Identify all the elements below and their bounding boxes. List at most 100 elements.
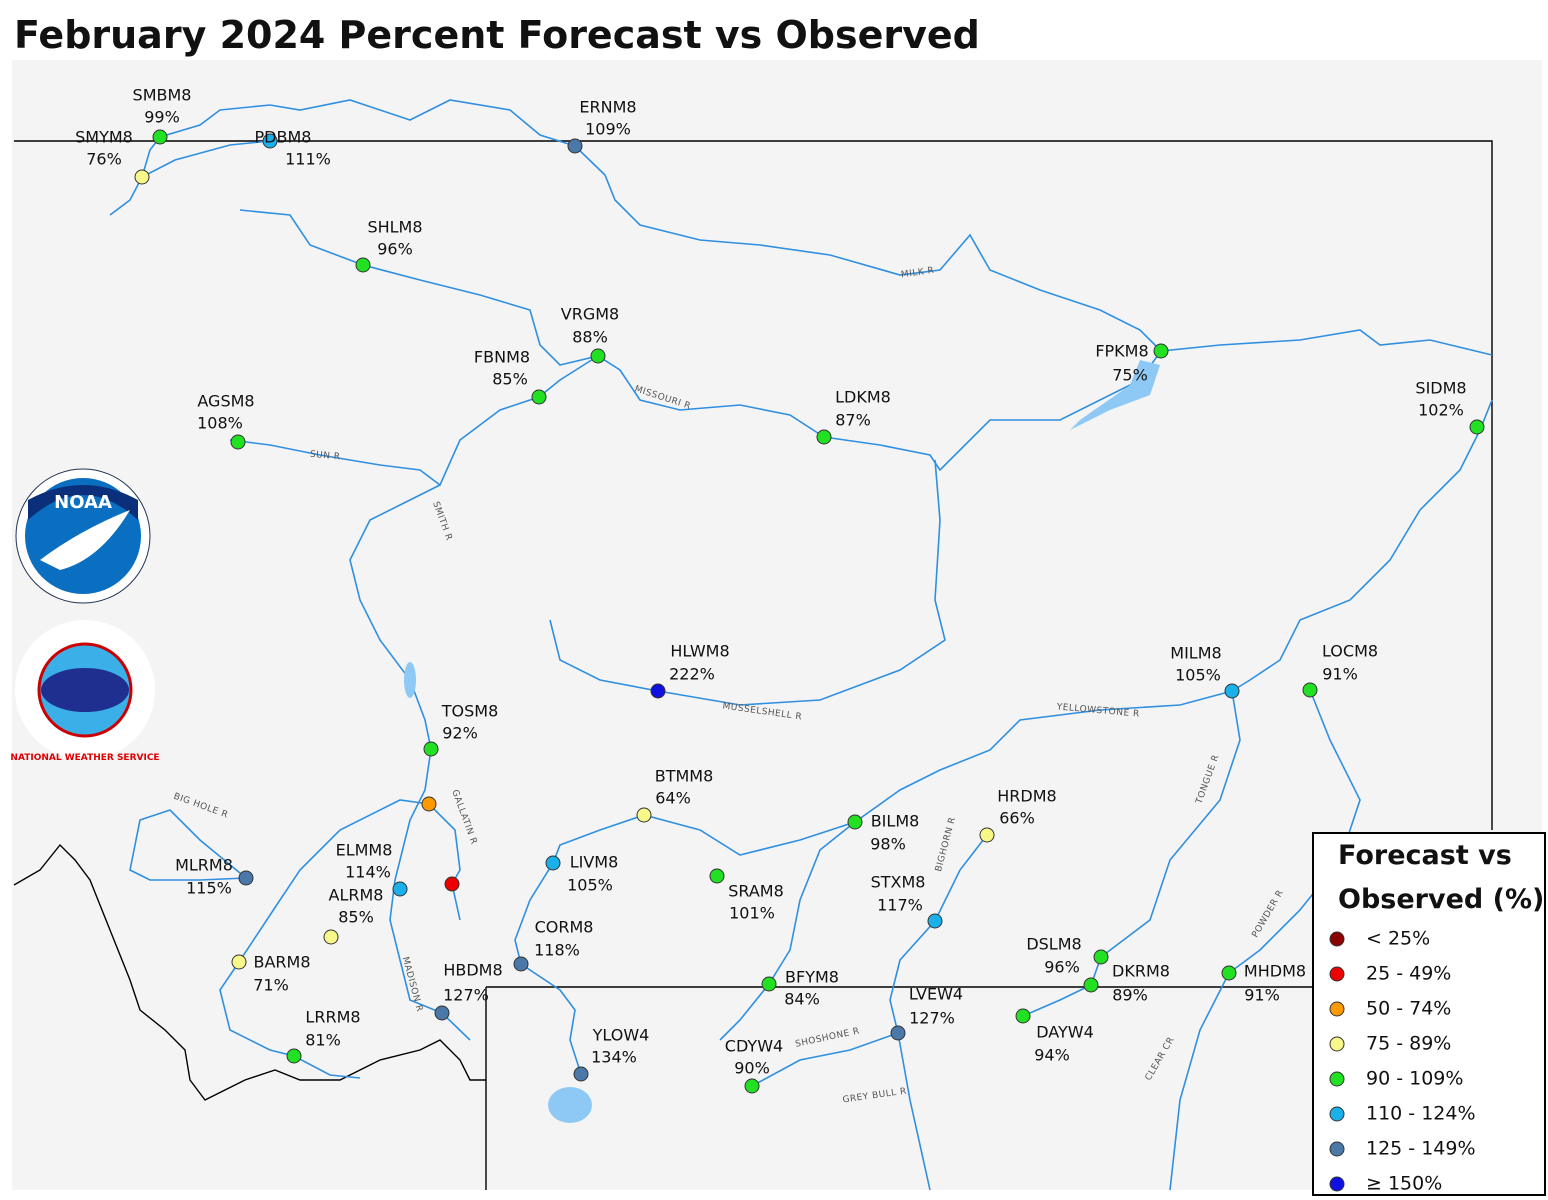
- station-pct: 98%: [870, 835, 906, 854]
- station: LVEW4 127%: [890, 985, 963, 1041]
- station-pct: 71%: [253, 976, 289, 995]
- station-dot: [744, 1078, 760, 1094]
- station-id: HRDM8: [997, 787, 1056, 806]
- terrain: [12, 60, 1542, 1190]
- station-id: MILM8: [1170, 644, 1221, 663]
- station: DAYW4 94%: [1015, 1008, 1094, 1065]
- station-dot: [230, 434, 246, 450]
- station-dot: [231, 954, 247, 970]
- station-dot: [761, 976, 777, 992]
- station: LOCM8 91%: [1302, 642, 1378, 698]
- station-pct: 115%: [186, 879, 232, 898]
- station-dot: [238, 870, 254, 886]
- station: ERNM8 109%: [567, 98, 637, 154]
- legend-swatch: [1329, 1001, 1345, 1017]
- station-pct: 96%: [377, 240, 413, 259]
- station-id: ERNM8: [579, 98, 636, 117]
- legend-label: 110 - 124%: [1366, 1103, 1476, 1125]
- legend-label: 125 - 149%: [1366, 1138, 1476, 1160]
- station-pct: 99%: [144, 108, 180, 127]
- station: FPKM8 75%: [1095, 342, 1169, 385]
- station-dot: [1469, 419, 1485, 435]
- station-id: AGSM8: [197, 392, 254, 411]
- nws-logo: NATIONAL WEATHER SERVICE: [10, 620, 160, 763]
- station: HRDM8 66%: [979, 787, 1057, 843]
- station: ELMM8 114%: [336, 841, 408, 897]
- station: BFYM8 84%: [761, 968, 839, 1009]
- station-pct: 222%: [669, 665, 715, 684]
- station: AGSM8 108%: [197, 392, 255, 450]
- legend-swatch: [1329, 1071, 1345, 1087]
- station-id: BILM8: [871, 812, 920, 831]
- station: DSLM8 96%: [1026, 935, 1109, 977]
- station-id: TOSM8: [441, 702, 499, 721]
- station-id: STXM8: [871, 873, 926, 892]
- station-id: BFYM8: [785, 968, 839, 987]
- station: HLWM8 222%: [650, 642, 730, 699]
- station-id: DAYW4: [1036, 1023, 1094, 1042]
- station-id: PDBM8: [255, 128, 312, 147]
- station-dot: [1153, 343, 1169, 359]
- station: BTMM8 64%: [636, 767, 714, 823]
- noaa-logo: NOAA: [15, 468, 151, 604]
- station: SIDM8 102%: [1415, 379, 1485, 435]
- station: LDKM8 87%: [816, 388, 891, 445]
- station: PDBM8 111%: [255, 128, 331, 169]
- station-dot: [392, 881, 408, 897]
- station-dot: [531, 389, 547, 405]
- station-pct: 127%: [443, 986, 489, 1005]
- station: FBNM8 85%: [474, 348, 547, 405]
- station-pct: 94%: [1034, 1046, 1070, 1065]
- station-dot: [590, 348, 606, 364]
- station: STXM8 117%: [871, 873, 943, 929]
- legend-label: < 25%: [1366, 928, 1430, 950]
- station-pct: 76%: [86, 150, 122, 169]
- station: TOSM8 92%: [423, 702, 499, 757]
- station-id: SRAM8: [728, 882, 784, 901]
- station-id: CORM8: [535, 918, 594, 937]
- station-dot: [152, 129, 168, 145]
- station-id: BTMM8: [655, 767, 714, 786]
- station-pct: 92%: [442, 724, 478, 743]
- station: LRRM8 81%: [286, 1008, 361, 1064]
- station-dot: [1093, 949, 1109, 965]
- station-id: LIVM8: [570, 853, 619, 872]
- station-id: SHLM8: [367, 218, 422, 237]
- station: SHLM8 96%: [355, 218, 423, 273]
- station: CDYW4 90%: [725, 1037, 783, 1094]
- station-dot: [434, 1005, 450, 1021]
- rivers: [109, 99, 1493, 1191]
- legend-title: Forecast vs: [1338, 840, 1512, 871]
- gauge-dot: [444, 876, 460, 892]
- station-pct: 85%: [338, 908, 374, 927]
- station-dot: [286, 1048, 302, 1064]
- station-id: MHDM8: [1244, 962, 1306, 981]
- station: BILM8 98%: [847, 812, 920, 854]
- station-dot: [567, 138, 583, 154]
- legend-swatch: [1329, 1141, 1345, 1157]
- station-pct: 105%: [567, 876, 613, 895]
- station: BARM8 71%: [231, 953, 311, 995]
- nws-label: NATIONAL WEATHER SERVICE: [10, 753, 159, 763]
- station-id: YLOW4: [592, 1026, 650, 1045]
- station-dot: [1015, 1008, 1031, 1024]
- station-dot: [890, 1025, 906, 1041]
- station-pct: 105%: [1175, 666, 1221, 685]
- legend-label: 50 - 74%: [1366, 998, 1451, 1020]
- station-id: LVEW4: [909, 985, 963, 1004]
- station-pct: 75%: [1112, 366, 1148, 385]
- legend-label: 75 - 89%: [1366, 1033, 1451, 1055]
- station-id: FPKM8: [1095, 342, 1148, 361]
- station-id: LOCM8: [1322, 642, 1378, 661]
- station-dot: [636, 807, 652, 823]
- station-id: SMYM8: [75, 128, 133, 147]
- legend: Forecast vs Observed (%) < 25% 25 - 49% 50…: [1312, 832, 1546, 1196]
- noaa-label: NOAA: [54, 492, 112, 513]
- station-pct: 85%: [492, 370, 528, 389]
- station-pct: 118%: [534, 941, 580, 960]
- station-dot: [355, 257, 371, 273]
- station-pct: 90%: [734, 1059, 770, 1078]
- river-label: MILK R: [900, 266, 935, 281]
- station-pct: 102%: [1418, 401, 1464, 420]
- station: MHDM8 91%: [1221, 962, 1306, 1005]
